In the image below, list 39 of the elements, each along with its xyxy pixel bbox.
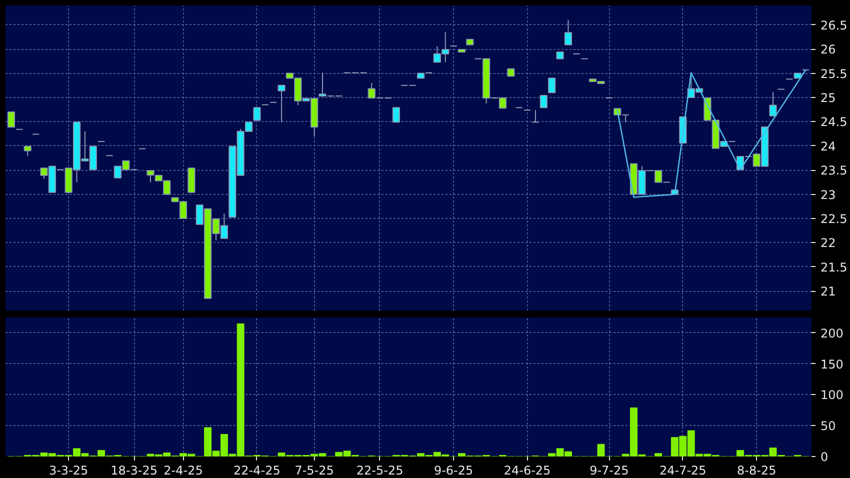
y-tick-label: 23.5 <box>820 164 848 178</box>
line-series <box>616 69 806 198</box>
y-tick-label: 25.5 <box>820 66 848 81</box>
candlestick <box>7 112 16 128</box>
candlestick <box>564 20 572 46</box>
x-tick-label: 3-3-25 <box>48 464 88 478</box>
candlestick <box>392 107 400 123</box>
x-tick-label: 24-7-25 <box>659 464 706 478</box>
x-tick-label: 22-4-25 <box>234 464 280 478</box>
y-tick-label: 26 <box>820 42 836 57</box>
y-tick-label: 25 <box>820 90 836 105</box>
candlestick <box>253 107 261 121</box>
x-tick-label: 9-7-25 <box>590 464 629 478</box>
y-tick-label: 21 <box>820 284 836 299</box>
y-tick-label: 26.5 <box>820 18 848 32</box>
x-tick-label: 9-6-25 <box>434 464 474 478</box>
x-tick-label: 22-5-25 <box>356 464 404 478</box>
x-tick-label: 24-6-25 <box>504 464 551 478</box>
y-tick-label: 22 <box>820 236 836 250</box>
y-tick-label: 23 <box>820 188 836 202</box>
y-tick-label: 22.5 <box>820 212 848 226</box>
x-tick-label: 7-5-25 <box>294 464 334 478</box>
y-tick-label: 100 <box>820 388 844 402</box>
candlestick <box>532 110 540 123</box>
y-tick-label: 21.5 <box>820 260 848 274</box>
candlestick <box>540 95 548 108</box>
candlestick <box>548 78 556 94</box>
candlestick <box>24 146 32 157</box>
y-tick-label: 50 <box>820 419 836 434</box>
y-tick-label: 150 <box>820 357 844 372</box>
y-tick-label: 0 <box>820 450 828 464</box>
y-tick-label: 24.5 <box>820 115 848 130</box>
candlestick <box>769 92 777 116</box>
x-tick-label: 18-3-25 <box>110 464 158 478</box>
y-tick-label: 24 <box>820 139 836 154</box>
x-tick-label: 8-8-25 <box>737 464 776 478</box>
x-tick-label: 2-4-25 <box>164 464 203 478</box>
y-tick-label: 200 <box>820 326 844 340</box>
candlestick <box>278 84 286 123</box>
